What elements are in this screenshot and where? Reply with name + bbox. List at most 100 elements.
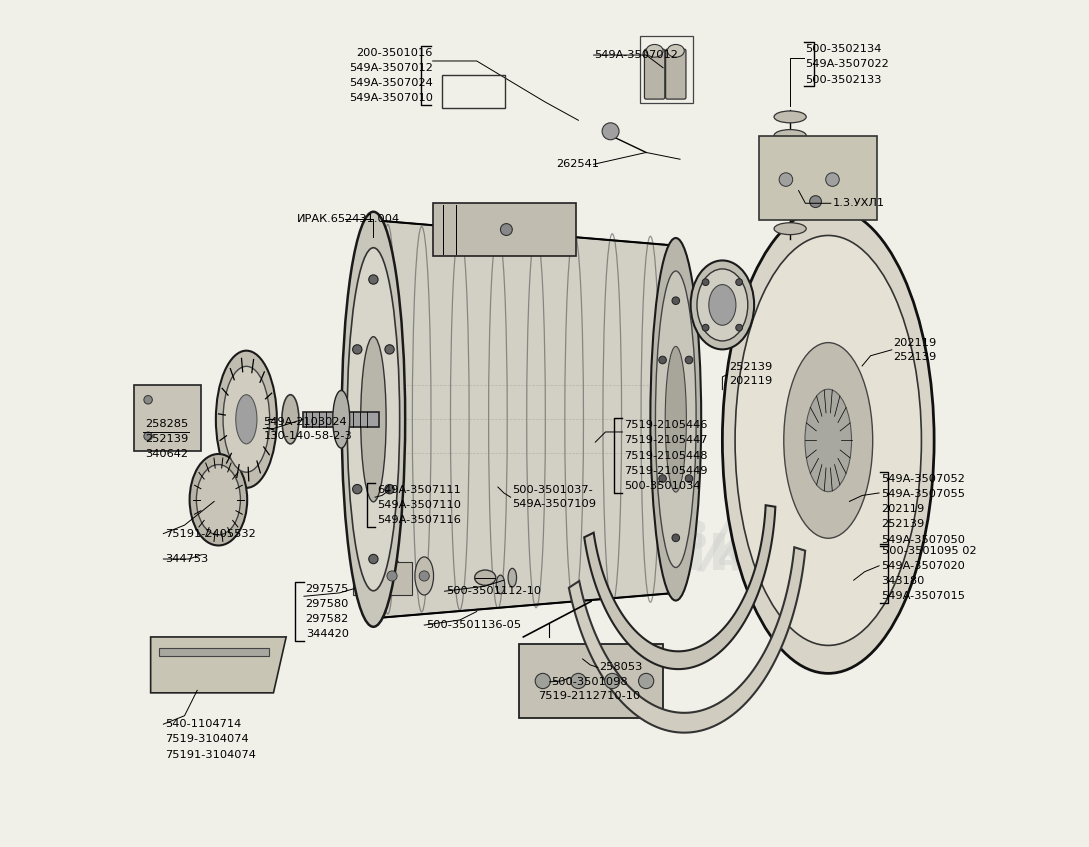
Circle shape (659, 356, 666, 364)
Ellipse shape (774, 185, 806, 197)
Text: 549A-3507010: 549A-3507010 (348, 93, 432, 103)
Text: 262541: 262541 (556, 159, 599, 169)
Text: 252139: 252139 (145, 434, 188, 444)
Circle shape (604, 673, 620, 689)
FancyBboxPatch shape (665, 49, 686, 99)
Text: 500-3501034: 500-3501034 (624, 481, 700, 491)
Ellipse shape (774, 167, 806, 179)
Circle shape (638, 673, 653, 689)
Text: 252139: 252139 (893, 352, 937, 363)
Ellipse shape (668, 45, 684, 58)
Circle shape (736, 279, 743, 285)
Text: 344753: 344753 (166, 554, 208, 564)
FancyBboxPatch shape (384, 562, 412, 595)
Circle shape (825, 173, 840, 186)
Text: 258285: 258285 (145, 418, 188, 429)
Text: 1.3.УХЛ1: 1.3.УХЛ1 (832, 198, 884, 208)
Ellipse shape (497, 575, 504, 594)
Circle shape (369, 274, 378, 285)
Circle shape (736, 324, 743, 331)
Text: 344420: 344420 (306, 629, 348, 639)
Text: 202119: 202119 (882, 504, 925, 514)
Text: 549A-3507020: 549A-3507020 (882, 561, 966, 571)
Text: 340642: 340642 (145, 449, 187, 459)
Circle shape (659, 474, 666, 483)
Text: 549A-3507110: 549A-3507110 (377, 500, 461, 510)
Text: 540-1104714: 540-1104714 (166, 719, 242, 729)
Text: 258053: 258053 (600, 662, 643, 673)
Circle shape (702, 324, 709, 331)
Text: 7519-2112710-10: 7519-2112710-10 (538, 691, 640, 701)
Text: 549A-3507109: 549A-3507109 (512, 499, 597, 509)
FancyBboxPatch shape (159, 648, 269, 656)
Text: 7519-2105449: 7519-2105449 (624, 466, 708, 476)
Text: 7519-2105448: 7519-2105448 (624, 451, 708, 461)
Ellipse shape (282, 395, 298, 444)
Ellipse shape (646, 45, 663, 58)
Ellipse shape (735, 235, 921, 645)
Text: 500-3502134: 500-3502134 (806, 44, 882, 54)
Text: ИРАК.652431.004: ИРАК.652431.004 (297, 213, 401, 224)
Circle shape (809, 196, 821, 208)
Text: 297575: 297575 (306, 584, 348, 594)
Ellipse shape (722, 208, 934, 673)
Ellipse shape (665, 346, 686, 492)
Ellipse shape (196, 464, 241, 535)
Text: 202119: 202119 (893, 338, 937, 348)
Polygon shape (584, 505, 775, 669)
Text: 549A-2103024: 549A-2103024 (264, 417, 347, 427)
Circle shape (571, 673, 586, 689)
Text: 549A-3507015: 549A-3507015 (882, 591, 966, 601)
Text: 549A-3507052: 549A-3507052 (882, 473, 966, 484)
Text: 500-3501098: 500-3501098 (551, 677, 628, 687)
Ellipse shape (650, 238, 701, 601)
Ellipse shape (774, 111, 806, 123)
FancyBboxPatch shape (303, 412, 379, 427)
Polygon shape (134, 385, 201, 451)
Circle shape (144, 396, 152, 404)
Text: ¾: ¾ (680, 518, 749, 584)
Ellipse shape (805, 390, 852, 491)
Text: 202119: 202119 (730, 376, 772, 386)
Circle shape (353, 484, 362, 494)
Text: 500-3501136-05: 500-3501136-05 (426, 620, 521, 630)
Text: 549A-3507055: 549A-3507055 (882, 489, 966, 499)
Text: 549A-3507022: 549A-3507022 (806, 59, 889, 69)
FancyBboxPatch shape (645, 49, 664, 99)
Ellipse shape (360, 337, 387, 501)
Text: 343180: 343180 (882, 576, 925, 586)
Circle shape (387, 571, 397, 581)
Polygon shape (374, 220, 676, 618)
Circle shape (672, 534, 680, 542)
Ellipse shape (509, 568, 516, 587)
Circle shape (501, 224, 512, 235)
Circle shape (535, 673, 550, 689)
Text: 297580: 297580 (306, 599, 348, 609)
Circle shape (685, 356, 693, 364)
Text: 252139: 252139 (730, 362, 772, 372)
Text: 500-3501112-10: 500-3501112-10 (446, 586, 541, 596)
Text: 549A-3507116: 549A-3507116 (377, 515, 461, 525)
Text: 500-3501095 02: 500-3501095 02 (882, 545, 976, 556)
Text: 7519-2105447: 7519-2105447 (624, 435, 708, 446)
Ellipse shape (774, 223, 806, 235)
FancyBboxPatch shape (759, 136, 877, 220)
Ellipse shape (347, 247, 400, 591)
Text: 500-3501037-: 500-3501037- (512, 484, 594, 495)
Text: 549A-3507012: 549A-3507012 (348, 63, 432, 73)
Circle shape (702, 279, 709, 285)
Text: 75191-3104074: 75191-3104074 (166, 750, 256, 760)
Ellipse shape (690, 260, 754, 349)
Text: 549A-3507024: 549A-3507024 (348, 78, 432, 88)
Circle shape (779, 173, 793, 186)
Ellipse shape (656, 271, 696, 567)
Ellipse shape (235, 395, 257, 444)
Ellipse shape (697, 268, 748, 340)
Text: Динамика: Динамика (409, 518, 798, 584)
Text: 549A-3507050: 549A-3507050 (882, 534, 966, 545)
Ellipse shape (774, 204, 806, 216)
Text: 649A-3507111: 649A-3507111 (377, 484, 461, 495)
Ellipse shape (223, 366, 270, 473)
Ellipse shape (382, 557, 402, 595)
Text: 500-3502133: 500-3502133 (806, 75, 882, 85)
